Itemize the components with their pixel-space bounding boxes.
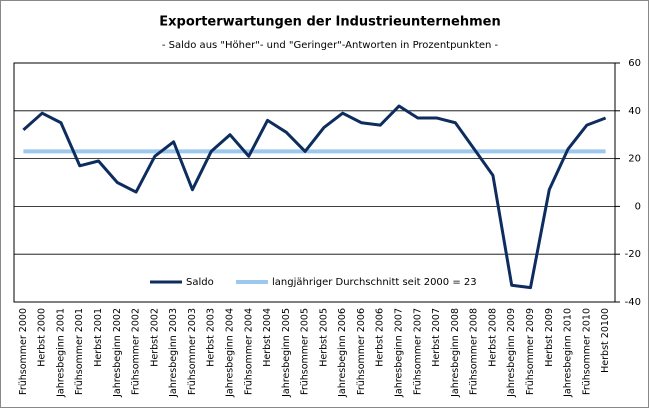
x-tick-label: Herbst 2008 <box>487 308 498 367</box>
x-tick-label: Frühsommer 2001 <box>74 308 85 395</box>
x-tick-label: Frühsommer 2003 <box>187 308 198 395</box>
x-tick-label: Herbst 2004 <box>262 308 273 367</box>
x-tick-label: Jahresbeginn 2008 <box>450 308 461 398</box>
x-tick-label: Frühsommer 2002 <box>131 308 142 395</box>
chart-title: Exporterwartungen der Industrieunternehm… <box>159 15 500 30</box>
x-tick-label: Herbst 2009 <box>544 308 555 367</box>
y-tick-label: -40 <box>625 297 641 308</box>
x-tick-label: Herbst 2006 <box>375 308 386 367</box>
x-tick-label: Herbst 2005 <box>318 308 329 367</box>
x-tick-label: Frühsommer 2004 <box>243 308 254 395</box>
x-tick-label: Jahresbeginn 2007 <box>394 308 405 398</box>
series-line <box>22 104 607 290</box>
x-tick-label: Jahresbeginn 2001 <box>55 308 66 398</box>
chart-subtitle: - Saldo aus "Höher"- und "Geringer"-Antw… <box>162 40 499 51</box>
x-tick-label: Jahresbeginn 2003 <box>168 308 179 398</box>
y-tick-label: 0 <box>635 201 641 212</box>
x-tick-label: Frühsommer 2005 <box>300 308 311 395</box>
x-tick-label: Herbst 2001 <box>93 308 104 367</box>
x-tick-label: Frühsommer 2008 <box>469 308 480 395</box>
x-tick-label: Herbst 2002 <box>149 308 160 367</box>
x-tick-label: Herbst 2007 <box>431 308 442 367</box>
x-tick-label: Frühsommer 2010 <box>581 308 592 395</box>
x-tick-label: Frühsommer 2009 <box>525 308 536 395</box>
x-tick-label: Frühsommer 2006 <box>356 308 367 395</box>
y-tick-label: 40 <box>628 106 641 117</box>
x-tick-label: Jahresbeginn 2010 <box>563 308 574 398</box>
x-tick-label: Jahresbeginn 2004 <box>224 308 235 398</box>
x-tick-label: Jahresbeginn 2002 <box>112 308 123 398</box>
x-tick-label: Herbst 2003 <box>206 308 217 367</box>
legend-label: Saldo <box>186 277 214 288</box>
x-tick-label: Jahresbeginn 2009 <box>506 308 517 398</box>
x-tick-label: Jahresbeginn 2006 <box>337 308 348 398</box>
plot-area <box>13 62 616 303</box>
legend-label: langjähriger Durchschnitt seit 2000 = 23 <box>272 277 477 288</box>
x-tick-label: Frühsommer 2000 <box>18 308 29 395</box>
x-tick-label: Herbst 2000 <box>37 308 48 367</box>
y-tick-label: 20 <box>628 154 641 165</box>
x-tick-label: Frühsommer 2007 <box>412 308 423 395</box>
x-tick-label: Jahresbeginn 2005 <box>281 308 292 398</box>
x-tick-label: Herbst 20100 <box>600 308 611 373</box>
y-tick-label: 60 <box>628 58 641 69</box>
y-tick-label: -20 <box>625 249 641 260</box>
